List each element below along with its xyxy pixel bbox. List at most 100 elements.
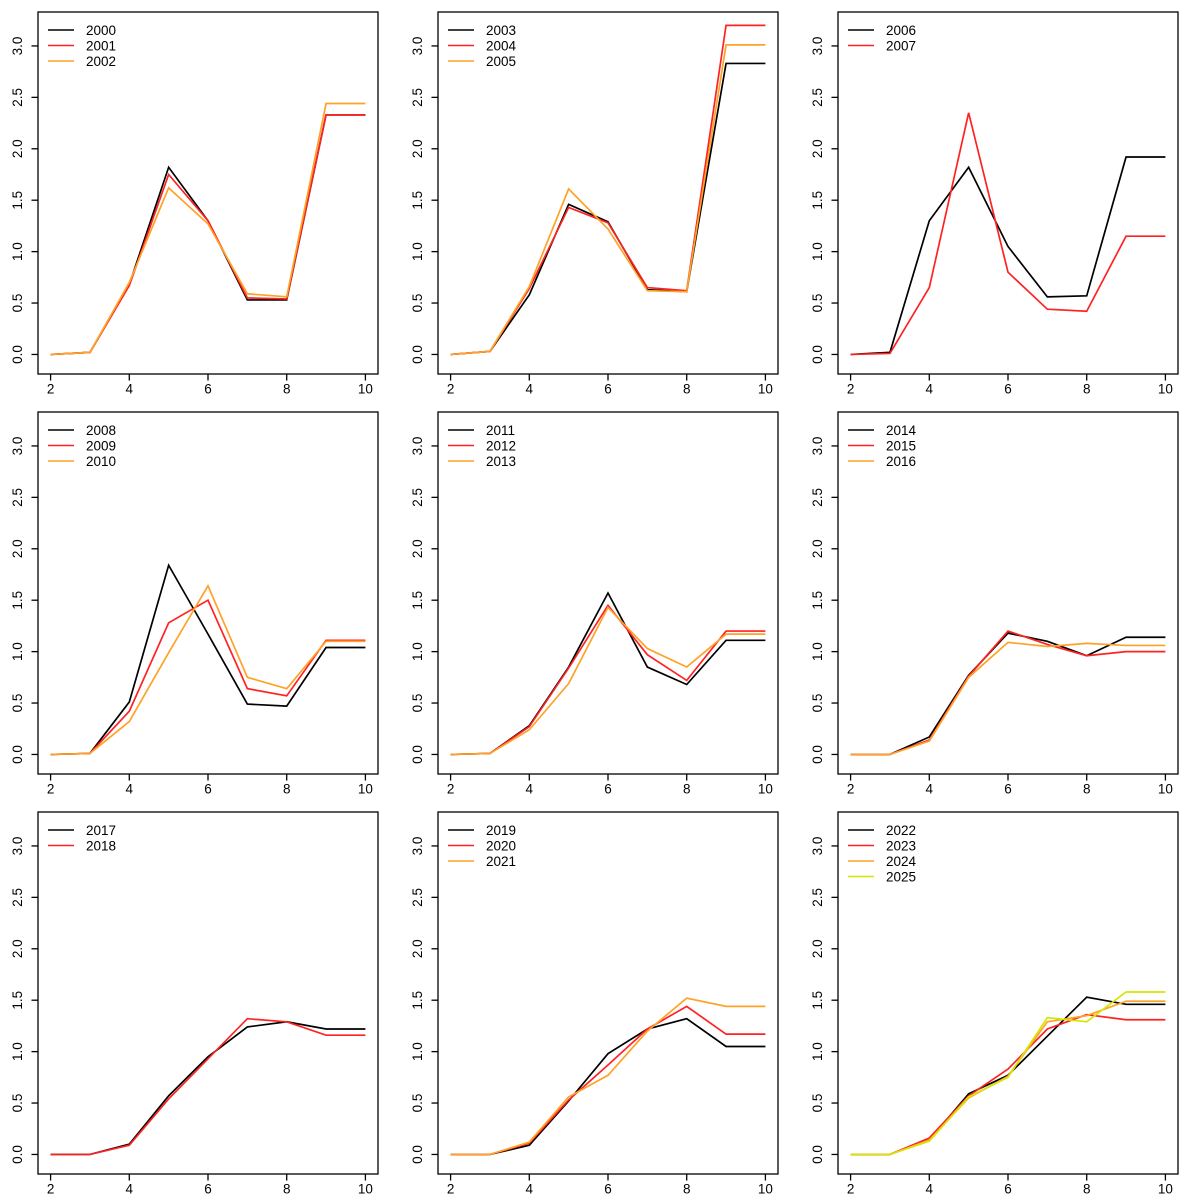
y-axis-tick-label: 2.0: [810, 939, 825, 958]
y-axis-tick-label: 1.0: [810, 642, 825, 661]
y-axis-tick-label: 2.0: [410, 539, 425, 558]
legend-label-2022: 2022: [886, 823, 916, 838]
series-line-2023: [850, 1013, 1166, 1156]
legend-label-2001: 2001: [86, 38, 116, 53]
x-axis-tick-label: 6: [204, 1182, 212, 1197]
plot-box: [37, 811, 379, 1175]
series-line-2015: [850, 630, 1166, 756]
y-axis-tick-label: 0.5: [810, 294, 825, 313]
plot-box: [437, 11, 779, 375]
y-axis-tick-label: 3.0: [810, 437, 825, 456]
x-axis-tick-label: 4: [926, 382, 934, 397]
legend-label-2015: 2015: [886, 438, 916, 453]
series-line-2025: [850, 991, 1166, 1156]
y-axis-tick-label: 3.0: [410, 837, 425, 856]
legend-label-2009: 2009: [86, 438, 116, 453]
x-axis-tick-label: 10: [358, 782, 373, 797]
y-axis-tick-label: 2.5: [810, 88, 825, 107]
series-line-2009: [50, 598, 366, 756]
chart-panel-2022-2025: 2 4 6 8 10 0.0 0.5 1.0 1.5 2.0 2.5 3.0 2022202320242…: [810, 811, 1179, 1197]
x-axis-tick-label: 10: [758, 382, 773, 397]
y-axis-tick-label: 1.5: [410, 191, 425, 210]
x-axis-tick-label: 2: [447, 382, 455, 397]
x-axis-tick-label: 4: [926, 782, 934, 797]
y-axis-tick-label: 2.0: [810, 139, 825, 158]
y-axis-tick-label: 3.0: [10, 437, 25, 456]
y-axis-tick-label: 2.0: [410, 139, 425, 158]
legend-label-2024: 2024: [886, 854, 917, 869]
x-axis-tick-label: 8: [283, 782, 291, 797]
legend-label-2013: 2013: [486, 454, 516, 469]
y-axis-tick-label: 3.0: [810, 37, 825, 56]
legend-label-2025: 2025: [886, 869, 916, 884]
y-axis-tick-label: 1.5: [810, 191, 825, 210]
y-axis-tick-label: 0.0: [10, 745, 25, 764]
x-axis-tick-label: 10: [758, 782, 773, 797]
x-axis-tick-label: 6: [1004, 782, 1012, 797]
x-axis-tick-label: 2: [847, 1182, 855, 1197]
x-axis-tick-label: 6: [1004, 1182, 1012, 1197]
legend-label-2012: 2012: [486, 438, 516, 453]
x-axis-tick-label: 10: [1158, 782, 1173, 797]
x-axis-tick-label: 10: [758, 1182, 773, 1197]
y-axis-tick-label: 1.5: [10, 991, 25, 1010]
series-line-2004: [450, 24, 766, 356]
y-axis-tick-label: 0.5: [410, 694, 425, 713]
legend-label-2021: 2021: [486, 854, 516, 869]
plot-box: [37, 411, 379, 775]
y-axis-tick-label: 1.5: [10, 591, 25, 610]
series-line-2019: [450, 1017, 766, 1156]
y-axis-tick-label: 1.0: [810, 242, 825, 261]
y-axis-tick-label: 2.0: [10, 939, 25, 958]
y-axis-tick-label: 0.0: [410, 345, 425, 364]
x-axis-tick-label: 10: [358, 1182, 373, 1197]
x-axis-tick-label: 10: [358, 382, 373, 397]
legend-label-2011: 2011: [486, 423, 515, 438]
series-line-2005: [450, 44, 766, 356]
legend-label-2004: 2004: [486, 38, 517, 53]
y-axis-tick-label: 1.0: [10, 1042, 25, 1061]
y-axis-tick-label: 0.0: [10, 345, 25, 364]
x-axis-tick-label: 8: [683, 382, 691, 397]
series-line-2010: [50, 583, 366, 756]
series-line-2016: [850, 641, 1166, 756]
legend-label-2005: 2005: [486, 54, 516, 69]
series-line-2014: [850, 632, 1166, 756]
y-axis-tick-label: 1.0: [10, 642, 25, 661]
series-line-2012: [450, 603, 766, 756]
series-line-2002: [50, 102, 366, 356]
y-axis-tick-label: 0.0: [10, 1145, 25, 1164]
x-axis-tick-label: 4: [126, 782, 134, 797]
y-axis-tick-label: 0.5: [410, 294, 425, 313]
x-axis-tick-label: 6: [204, 782, 212, 797]
y-axis-tick-label: 0.0: [810, 745, 825, 764]
plot-box: [837, 411, 1179, 775]
series-line-2011: [450, 591, 766, 756]
plot-box: [437, 411, 779, 775]
series-line-2013: [450, 605, 766, 756]
x-axis-tick-label: 4: [526, 382, 534, 397]
x-axis-tick-label: 8: [683, 1182, 691, 1197]
legend-label-2014: 2014: [886, 423, 917, 438]
y-axis-tick-label: 3.0: [410, 437, 425, 456]
y-axis-tick-label: 1.5: [810, 991, 825, 1010]
x-axis-tick-label: 2: [447, 1182, 455, 1197]
y-axis-tick-label: 2.5: [10, 888, 25, 907]
y-axis-tick-label: 1.5: [10, 191, 25, 210]
y-axis-tick-label: 1.5: [410, 991, 425, 1010]
legend-label-2000: 2000: [86, 23, 116, 38]
x-axis-tick-label: 4: [526, 1182, 534, 1197]
x-axis-tick-label: 8: [1083, 1182, 1091, 1197]
legend-label-2016: 2016: [886, 454, 916, 469]
y-axis-tick-label: 1.0: [410, 242, 425, 261]
y-axis-tick-label: 0.0: [810, 1145, 825, 1164]
legend-label-2002: 2002: [86, 54, 116, 69]
x-axis-tick-label: 6: [604, 1182, 612, 1197]
legend-label-2006: 2006: [886, 23, 916, 38]
